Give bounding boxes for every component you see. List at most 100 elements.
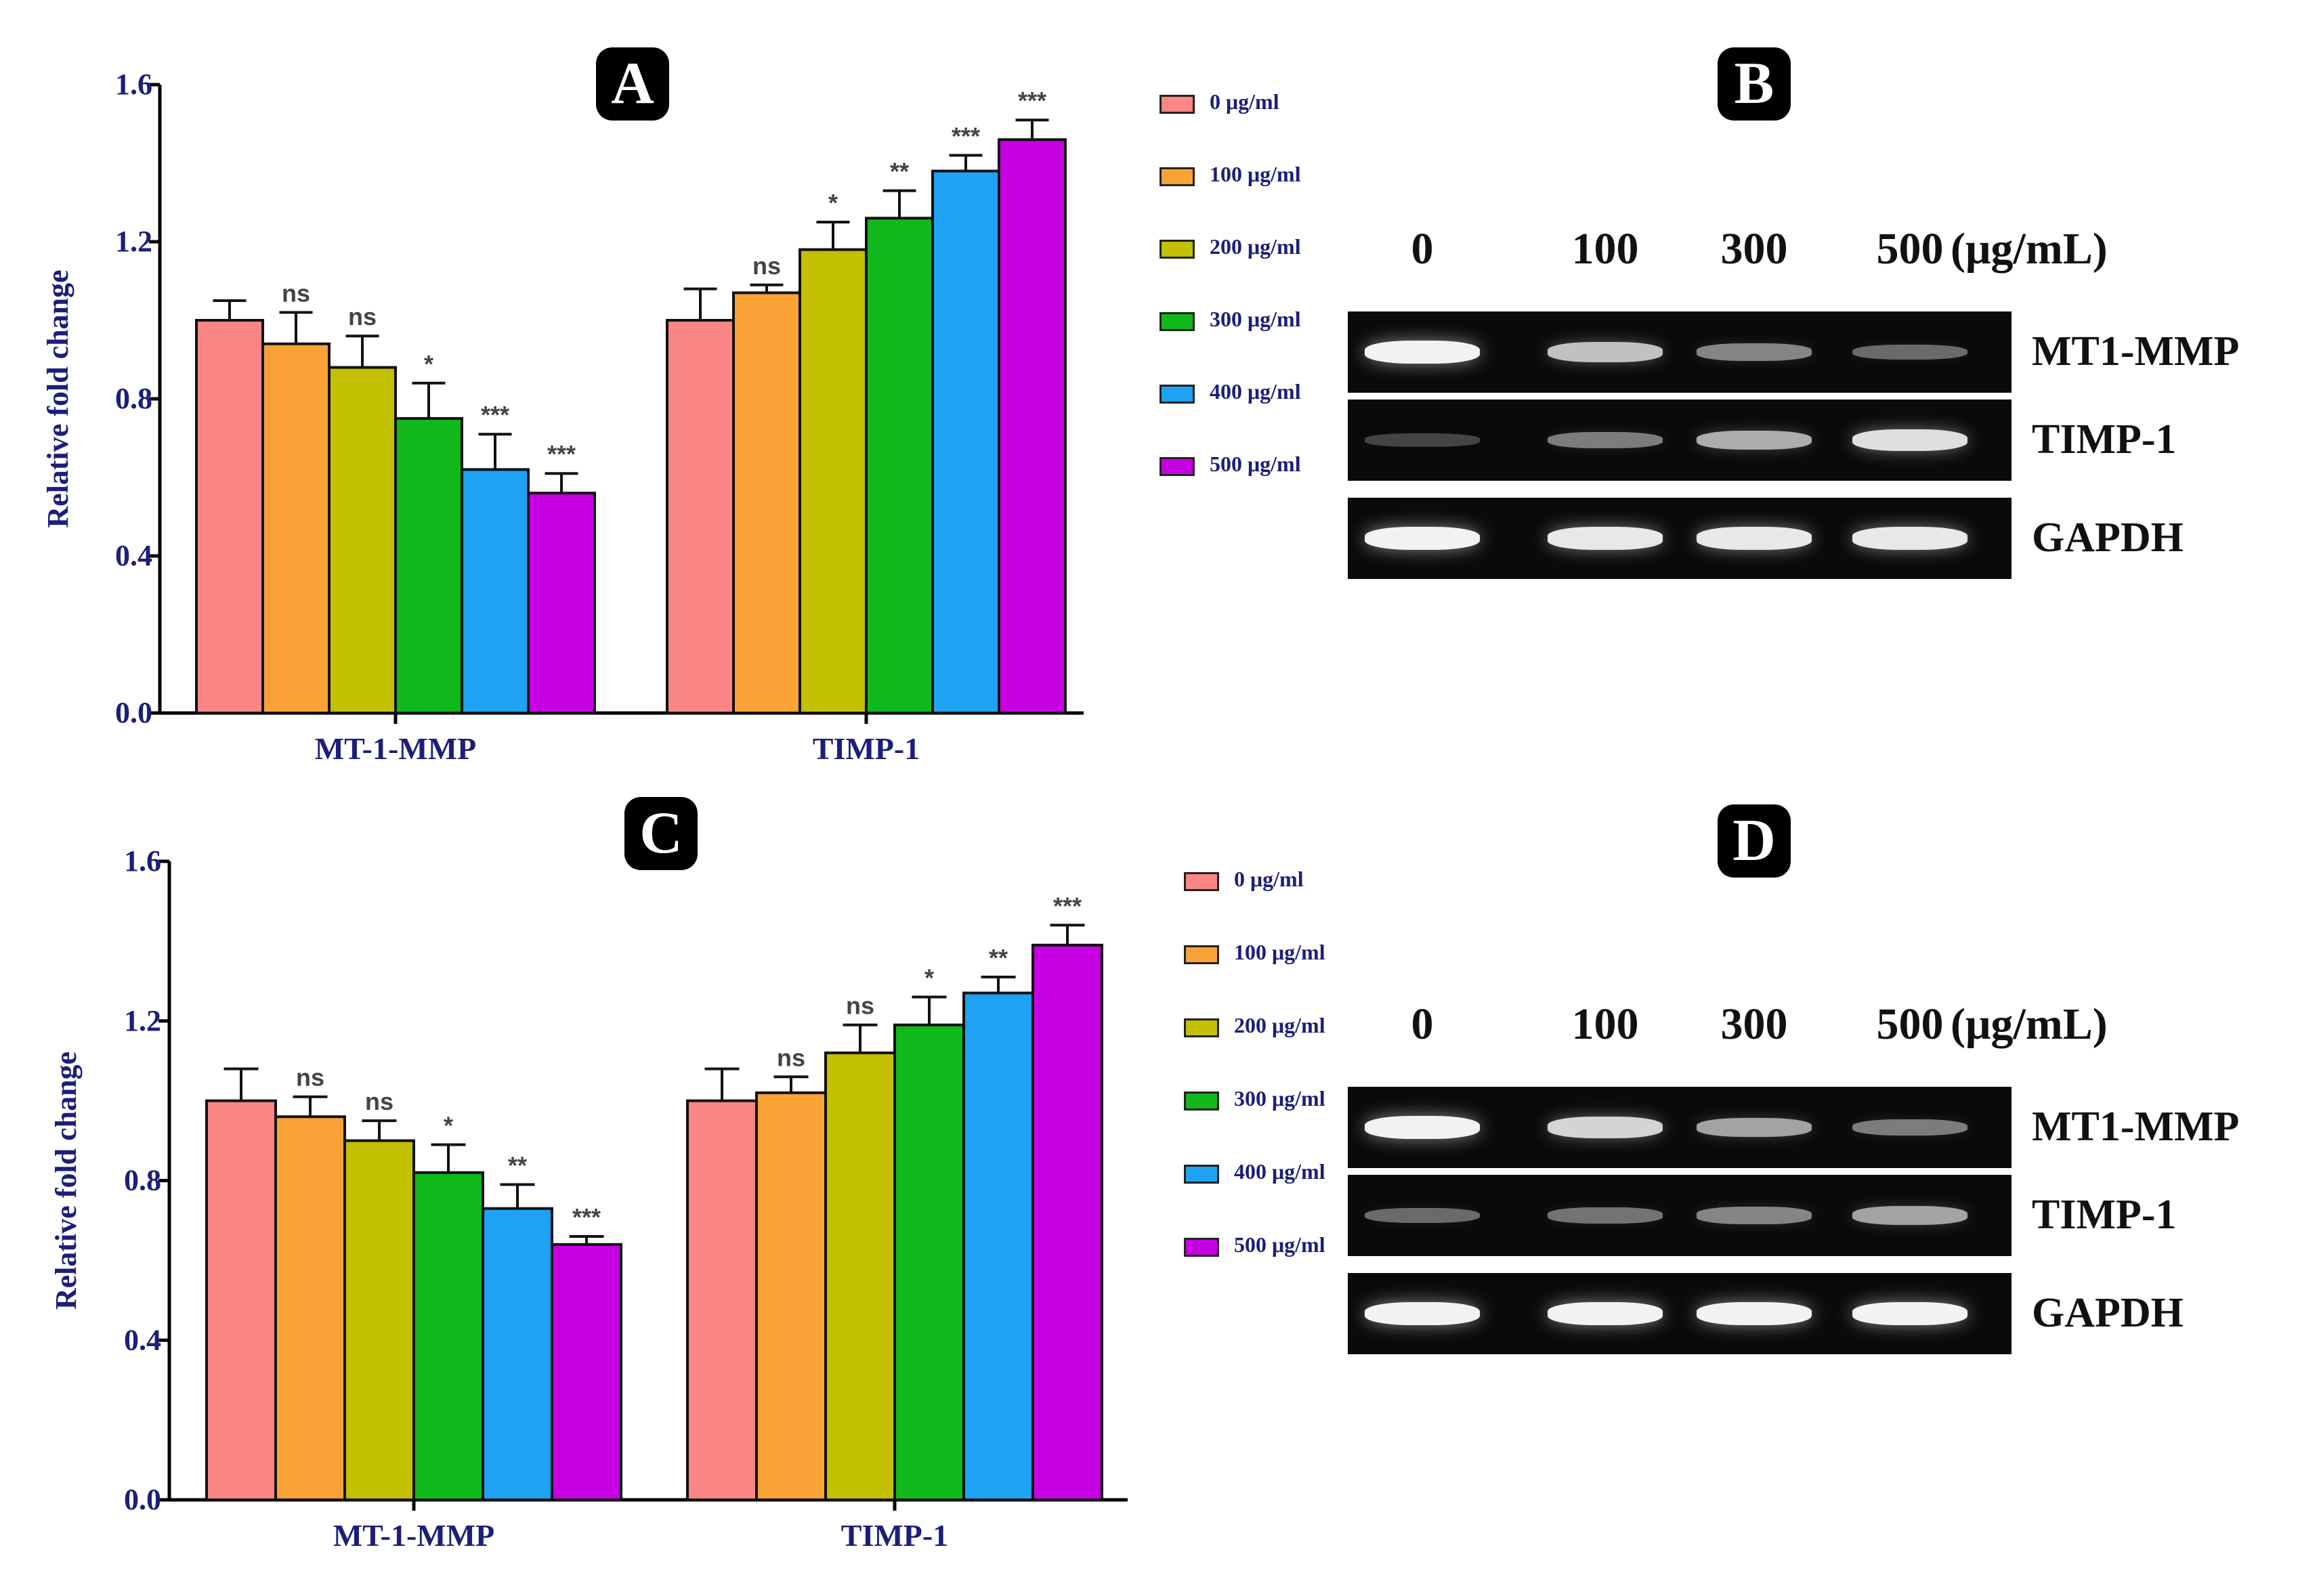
legend-swatch: [1159, 95, 1195, 114]
chart-c-y-axis-label: Relative fold change: [49, 1052, 83, 1310]
chart-c-significance-label: **: [508, 1151, 527, 1179]
gel-band: [1365, 527, 1480, 550]
chart-a-significance-label: ***: [1018, 87, 1046, 114]
chart-a-bar: [799, 248, 868, 715]
chart-a-bar: [195, 319, 264, 714]
gel-band: [1852, 344, 1967, 360]
gel-lane-label: 300: [1720, 224, 1788, 274]
gel-gene-label: GAPDH: [2032, 1290, 2184, 1336]
gel-strip-timp-1: [1348, 400, 2012, 481]
panel-label-b: B: [1718, 47, 1791, 121]
gel-band: [1365, 1116, 1480, 1139]
panel-label-c: C: [624, 797, 698, 870]
chart-c-bar: [205, 1099, 277, 1501]
legend-swatch: [1159, 167, 1195, 186]
legend-label: 0 μg/ml: [1210, 89, 1279, 114]
legend-swatch: [1184, 1165, 1219, 1184]
chart-c-significance-label: *: [924, 964, 934, 991]
legend-label: 300 μg/ml: [1234, 1086, 1325, 1110]
legend-label: 200 μg/ml: [1234, 1013, 1325, 1037]
chart-c-significance-label: ns: [296, 1064, 324, 1092]
chart-c-bar: [412, 1171, 484, 1502]
gel-band: [1365, 1207, 1480, 1224]
gel-band: [1548, 1117, 1663, 1138]
chart-c-y-tick-label: 0.4: [124, 1323, 161, 1356]
chart-a-y-tick-label: 0.0: [115, 696, 152, 729]
gel-band: [1548, 342, 1663, 362]
chart-c-significance-label: ***: [1053, 892, 1082, 920]
legend-label: 400 μg/ml: [1234, 1159, 1325, 1184]
gel-unit-label: (μg/mL): [1951, 999, 2108, 1049]
legend-swatch: [1159, 457, 1195, 476]
chart-a-y-tick-label: 0.4: [115, 539, 152, 572]
chart-c-y-tick-label: 1.2: [124, 1004, 161, 1037]
gel-band: [1548, 527, 1663, 550]
chart-c-bar: [343, 1139, 415, 1501]
legend-swatch: [1184, 872, 1219, 891]
gel-band: [1852, 1119, 1967, 1136]
gel-panel-b: 0 100 300 500 (μg/mL) MT1-MMP TIMP-1 GAPDH: [1348, 223, 2298, 589]
chart-a-bar: [261, 342, 331, 714]
gel-lane-label: 100: [1571, 999, 1639, 1049]
chart-a-y-axis-label: Relative fold change: [41, 269, 75, 527]
gel-strip-gapdh: [1348, 1273, 2012, 1354]
legend-label: 0 μg/ml: [1234, 867, 1304, 891]
gel-band: [1697, 430, 1812, 450]
gel-band: [1852, 527, 1967, 550]
chart-c-bar: [274, 1115, 346, 1501]
chart-a-bar: [865, 217, 934, 714]
gel-gene-label: TIMP-1: [2032, 1192, 2177, 1238]
legend-swatch: [1184, 945, 1219, 964]
legend-label: 400 μg/ml: [1210, 379, 1301, 404]
legend-swatch: [1184, 1092, 1219, 1110]
gel-band: [1365, 433, 1480, 447]
gel-band: [1548, 431, 1663, 449]
gel-strip-mt1-mmp: [1348, 311, 2012, 393]
gel-lane-label: 0: [1411, 999, 1434, 1049]
chart-c-bar: [551, 1243, 622, 1502]
legend-label: 200 μg/ml: [1210, 234, 1301, 259]
gel-lane-label: 300: [1720, 999, 1788, 1049]
chart-a-bar: [527, 492, 596, 714]
gel-band: [1852, 1302, 1967, 1325]
legend-swatch: [1184, 1238, 1219, 1257]
chart-a-bar: [732, 291, 801, 714]
chart-c-significance-label: **: [989, 944, 1008, 972]
chart-c-bar: [893, 1023, 965, 1502]
legend-label: 500 μg/ml: [1210, 452, 1301, 476]
chart-a-bar: [666, 319, 735, 714]
gel-band: [1852, 429, 1967, 452]
gel-lane-label: 500: [1876, 224, 1944, 274]
chart-a-significance-label: *: [828, 189, 838, 217]
gel-strip-timp-1: [1348, 1175, 2012, 1256]
chart-c-significance-label: ns: [365, 1087, 393, 1115]
gel-gene-label: MT1-MMP: [2032, 1104, 2240, 1150]
gel-band: [1697, 527, 1812, 550]
chart-c-significance-label: *: [444, 1111, 453, 1139]
chart-a-significance-label: ***: [547, 440, 576, 468]
gel-band: [1697, 1207, 1812, 1224]
chart-a-bar: [394, 417, 463, 714]
chart-c-bar: [824, 1051, 896, 1501]
legend-swatch: [1159, 312, 1195, 331]
legend-swatch: [1159, 385, 1195, 404]
chart-c-bar: [686, 1099, 758, 1501]
gel-lane-label: 0: [1411, 224, 1434, 274]
legend-swatch: [1159, 240, 1195, 259]
gel-band: [1697, 343, 1812, 361]
chart-c-bar: [755, 1091, 827, 1501]
gel-lane-label: 500: [1876, 999, 1944, 1049]
gel-band: [1852, 1206, 1967, 1225]
gel-gene-label: GAPDH: [2032, 515, 2184, 561]
chart-a-y-tick-label: 1.2: [115, 225, 152, 258]
gel-band: [1697, 1118, 1812, 1137]
chart-a-significance-label: **: [890, 158, 909, 186]
legend-swatch: [1184, 1018, 1219, 1037]
chart-a-significance-label: *: [424, 350, 433, 378]
chart-a-bar: [328, 366, 397, 714]
legend-label: 100 μg/ml: [1234, 940, 1325, 964]
chart-c-significance-label: ns: [846, 992, 874, 1020]
gel-band: [1365, 341, 1480, 364]
chart-c-bar: [482, 1207, 553, 1501]
